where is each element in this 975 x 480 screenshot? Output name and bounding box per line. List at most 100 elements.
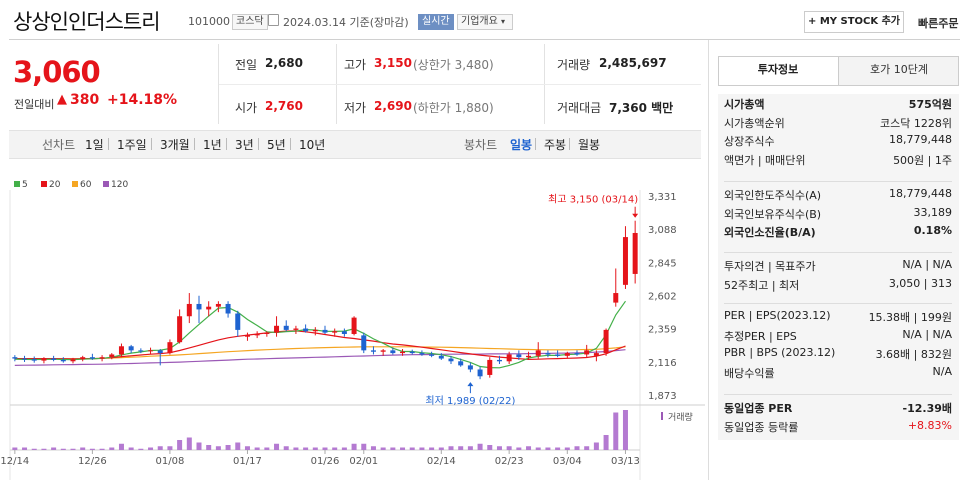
x-tick-label: 02/23	[495, 456, 524, 467]
candle-monthly[interactable]: 월봉	[578, 138, 601, 152]
volume-bar	[303, 447, 309, 450]
info-row: 배당수익률 N/A	[724, 365, 952, 383]
candle-body	[448, 358, 454, 362]
candle-body	[118, 346, 124, 355]
volume-bar	[254, 447, 260, 450]
period-10year[interactable]: 10년	[299, 138, 326, 152]
low-annotation: 최저 1,989 (02/22)	[425, 395, 515, 407]
section-divider	[724, 252, 952, 253]
candle-body	[477, 369, 483, 377]
candle-body	[361, 335, 367, 351]
period-1year[interactable]: 1년	[203, 138, 222, 152]
info-key: PER | EPS(2023.12)	[724, 309, 831, 322]
info-row: 액면가 | 매매단위 500원 | 1주	[724, 152, 952, 170]
period-1day[interactable]: 1일	[85, 138, 104, 152]
y-tick-label: 1,873	[648, 391, 677, 402]
volume-bar	[157, 446, 163, 450]
panel-divider	[708, 40, 709, 480]
candle-weekly[interactable]: 주봉	[544, 138, 567, 152]
candle-body	[613, 293, 619, 303]
volume-bar	[312, 447, 318, 450]
volume-bar	[89, 448, 95, 450]
moving-average-line	[14, 300, 626, 369]
volume-bar	[429, 447, 435, 450]
candle-body	[496, 359, 502, 362]
volume-label: 거래량	[557, 58, 591, 72]
candle-body	[467, 365, 473, 370]
candle-body	[206, 306, 212, 310]
stock-chart[interactable]: 3,331 3,088 2,845 2,602 2,359 2,116 1,873 12/14…	[0, 190, 705, 480]
info-key: 액면가 | 매매단위	[724, 153, 806, 167]
volume-bar	[419, 447, 425, 450]
prev-close-value: 2,680	[265, 56, 303, 70]
volume-bar	[593, 442, 599, 450]
candle-body	[186, 303, 192, 317]
x-tick-label: 01/17	[233, 456, 262, 467]
info-value: N/A	[932, 364, 952, 378]
period-3month[interactable]: 3개월	[160, 138, 190, 152]
candle-body	[574, 353, 580, 355]
stock-name: 상상인인더스트리	[13, 10, 161, 34]
tab-invest-info[interactable]: 투자정보	[718, 56, 839, 86]
info-value: 3,050 | 313	[888, 276, 952, 290]
volume-bar	[496, 446, 502, 450]
candle-body	[409, 351, 415, 354]
period-5year[interactable]: 5년	[267, 138, 286, 152]
volume-bar	[80, 447, 86, 450]
x-tick-label: 12/14	[0, 456, 29, 467]
volume-bar	[167, 446, 173, 450]
high-label: 고가	[344, 58, 367, 72]
info-row: 시가총액 575억원	[724, 96, 952, 114]
candle-body	[584, 350, 590, 355]
company-overview-label: 기업개요	[461, 16, 498, 27]
candle-body	[632, 232, 638, 274]
company-overview-dropdown[interactable]: 기업개요 ▾	[457, 14, 513, 30]
volume-bar	[244, 446, 250, 450]
candle-body	[322, 329, 328, 333]
info-value: -12.39배	[902, 402, 952, 415]
info-row: 시가총액순위 코스닥 1228위	[724, 115, 952, 133]
candle-body	[254, 333, 260, 336]
candle-body	[429, 354, 435, 356]
volume-bar	[41, 448, 47, 450]
volume-bar	[322, 447, 328, 450]
legend-ma5: 5	[14, 180, 28, 190]
candle-body	[148, 350, 154, 352]
info-value: 18,779,448	[889, 187, 952, 200]
realtime-badge[interactable]: 실시간	[418, 14, 454, 30]
change-label: 전일대비	[14, 98, 55, 111]
period-3year[interactable]: 3년	[235, 138, 254, 152]
add-mystock-button[interactable]: + MY STOCK 추가	[804, 11, 904, 33]
candle-body	[215, 303, 221, 307]
candle-daily[interactable]: 일봉	[510, 138, 533, 152]
amount-label: 거래대금	[557, 101, 602, 115]
volume-bar	[225, 445, 231, 450]
up-arrow-icon: ▲	[57, 92, 67, 107]
volume-bar	[380, 447, 386, 450]
moving-average-line	[14, 349, 626, 366]
info-value: 3.68배 | 832원	[875, 348, 952, 361]
candle-body	[458, 361, 464, 366]
y-tick-label: 2,116	[648, 358, 677, 369]
candle-body	[545, 353, 551, 355]
info-row: 상장주식수 18,779,448	[724, 133, 952, 151]
candle-body	[109, 354, 115, 358]
volume-bar	[99, 448, 105, 450]
period-1week[interactable]: 1주일	[117, 138, 147, 152]
tab-orderbook[interactable]: 호가 10단계	[839, 56, 959, 86]
volume-bar	[148, 447, 154, 450]
candle-body	[80, 357, 86, 360]
period-bar	[9, 130, 701, 159]
chevron-down-icon: ▾	[501, 17, 506, 26]
x-tick-label: 03/04	[553, 456, 582, 467]
volume-bar	[574, 446, 580, 450]
candle-body	[99, 357, 105, 359]
high-annotation: 최고 3,150 (03/14)	[548, 194, 638, 206]
volume-bar	[332, 447, 338, 450]
volume-bar	[138, 448, 144, 450]
candle-body	[332, 331, 338, 333]
candle-body	[22, 358, 28, 360]
info-row: 외국인보유주식수(B) 33,189	[724, 206, 952, 224]
volume-bar	[535, 447, 541, 450]
quick-order-link[interactable]: 빠른주문	[918, 17, 959, 30]
